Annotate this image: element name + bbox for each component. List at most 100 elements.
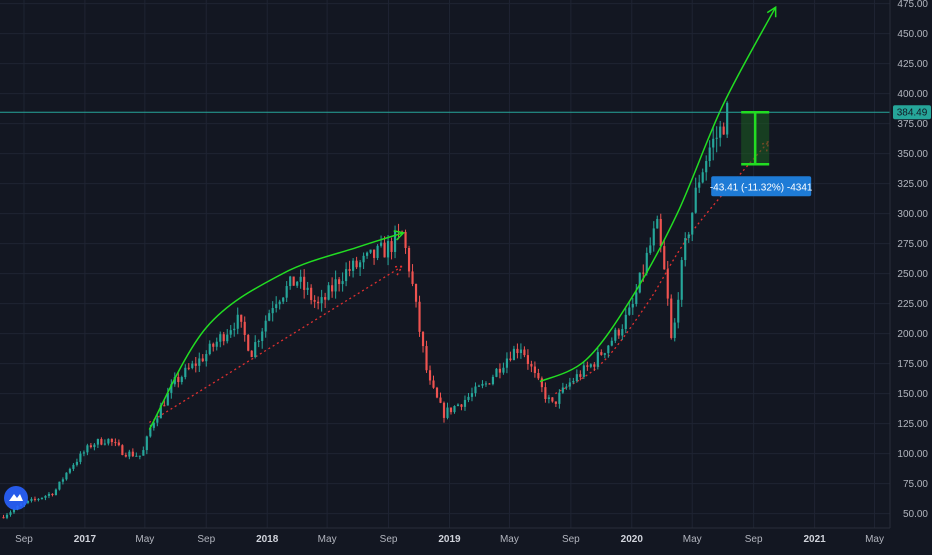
candle[interactable] [418,295,421,337]
candle[interactable] [610,337,613,347]
candle[interactable] [673,318,676,342]
candle[interactable] [30,497,33,503]
candle[interactable] [586,361,589,371]
candle[interactable] [250,350,253,358]
candle[interactable] [352,258,355,278]
candle[interactable] [680,257,683,307]
candle[interactable] [215,337,218,351]
candle[interactable] [547,394,550,404]
candle[interactable] [285,281,288,303]
candle[interactable] [656,215,659,229]
candle[interactable] [498,363,502,379]
candle[interactable] [103,439,106,446]
candle[interactable] [229,325,232,338]
candle[interactable] [624,308,627,333]
candle[interactable] [317,296,320,310]
candle[interactable] [603,352,606,359]
candle[interactable] [72,463,75,472]
candle[interactable] [345,262,348,287]
candle[interactable] [502,362,505,375]
candle[interactable] [463,395,467,411]
candle[interactable] [439,392,442,404]
candle[interactable] [359,260,362,277]
candle[interactable] [135,452,138,457]
candle[interactable] [222,331,225,346]
candle[interactable] [355,256,358,270]
candle[interactable] [407,245,411,278]
candle[interactable] [554,401,557,408]
candle[interactable] [145,435,148,455]
candle[interactable] [526,349,529,370]
candle[interactable] [51,493,54,497]
candle[interactable] [607,344,610,358]
candle[interactable] [310,284,313,305]
candle[interactable] [177,372,180,388]
candle[interactable] [331,277,334,298]
candle[interactable] [649,237,652,255]
candle[interactable] [208,340,211,356]
candle[interactable] [110,438,113,446]
candle[interactable] [596,347,599,370]
candle[interactable] [575,369,578,383]
candle[interactable] [568,377,571,390]
candle[interactable] [313,295,316,308]
candle[interactable] [93,443,96,451]
candle[interactable] [268,309,271,322]
candle[interactable] [9,510,12,517]
candle[interactable] [421,331,425,353]
candle[interactable] [289,275,292,290]
candle[interactable] [453,405,456,414]
candle[interactable] [82,450,85,457]
candle[interactable] [726,101,729,138]
candle[interactable] [470,387,474,402]
candle[interactable] [631,297,634,315]
candle[interactable] [449,407,453,415]
candle[interactable] [512,345,516,361]
candle[interactable] [338,277,341,292]
candle[interactable] [348,260,351,277]
candle[interactable] [456,403,460,407]
candle[interactable] [540,376,543,393]
candle[interactable] [481,380,484,389]
candle[interactable] [187,363,190,371]
candle[interactable] [100,437,103,446]
candle[interactable] [488,383,491,385]
candle[interactable] [589,363,592,369]
candle[interactable] [184,364,187,380]
candle[interactable] [68,467,72,475]
candle[interactable] [404,229,407,254]
candle[interactable] [152,421,155,431]
measure-tool[interactable]: -43.41 (-11.32%) -4341 [710,110,813,197]
candle[interactable] [677,292,680,329]
candle[interactable] [26,500,30,505]
candle[interactable] [324,292,327,308]
candle[interactable] [89,442,92,449]
candle[interactable] [261,327,264,349]
candle[interactable] [435,386,439,399]
candle[interactable] [163,400,166,407]
candle[interactable] [138,455,141,460]
candle[interactable] [201,354,204,363]
candle[interactable] [719,120,722,147]
candle[interactable] [128,449,131,460]
candle[interactable] [432,375,435,389]
candle[interactable] [79,451,82,465]
candle[interactable] [698,174,701,193]
candle[interactable] [61,477,65,485]
candle[interactable] [544,382,547,403]
candle[interactable] [75,458,78,467]
candle[interactable] [530,360,533,373]
candle[interactable] [114,438,117,447]
candle[interactable] [428,365,432,385]
candle[interactable] [712,126,715,161]
annotation-layer-front[interactable]: -43.41 (-11.32%) -4341 [0,5,890,430]
candle[interactable] [212,342,215,352]
candle[interactable] [411,264,414,287]
candle[interactable] [156,414,159,427]
candle[interactable] [687,231,690,243]
candle[interactable] [691,212,694,242]
candle[interactable] [558,389,561,409]
candle[interactable] [121,444,124,456]
candle[interactable] [551,397,554,403]
candle[interactable] [254,335,257,359]
